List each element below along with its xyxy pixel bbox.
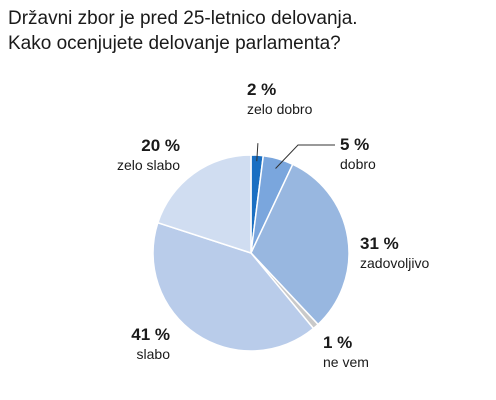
category-label-zelo-slabo: zelo slabo [116, 157, 180, 173]
category-label-ne-vem: ne vem [323, 354, 369, 370]
category-label-zelo-dobro: zelo dobro [247, 101, 313, 117]
value-label-zadovoljivo: 31 % [360, 234, 399, 253]
value-label-slabo: 41 % [131, 325, 170, 344]
chart-title-line-1: Državni zbor je pred 25-letnico delovanj… [8, 8, 358, 29]
value-label-zelo-dobro: 2 % [247, 80, 277, 99]
category-label-dobro: dobro [340, 156, 376, 172]
value-label-ne-vem: 1 % [323, 333, 353, 352]
leader-line-dobro [275, 144, 335, 169]
label-ne-vem: 1 % ne vem [323, 333, 443, 371]
value-label-dobro: 5 % [340, 135, 370, 154]
label-zelo-slabo: 20 % zelo slabo [60, 136, 180, 174]
pie-slice-slabo [152, 221, 315, 352]
pie-slice-zadovoljivo [250, 163, 350, 326]
label-zelo-dobro: 2 % zelo dobro [247, 80, 367, 118]
value-label-zelo-slabo: 20 % [141, 136, 180, 155]
chart-title-line-2: Kako ocenjujete delovanje parlamenta? [8, 33, 341, 54]
chart-title: Državni zbor je pred 25-letnico delovanj… [8, 6, 488, 56]
leader-line-zelo-dobro [256, 143, 259, 162]
label-dobro: 5 % dobro [340, 135, 460, 173]
label-slabo: 41 % slabo [50, 325, 170, 363]
pie-slice-zelo-slabo [156, 154, 252, 255]
category-label-slabo: slabo [136, 346, 170, 362]
category-label-zadovoljivo: zadovoljivo [360, 255, 430, 271]
label-zadovoljivo: 31 % zadovoljivo [360, 234, 480, 272]
